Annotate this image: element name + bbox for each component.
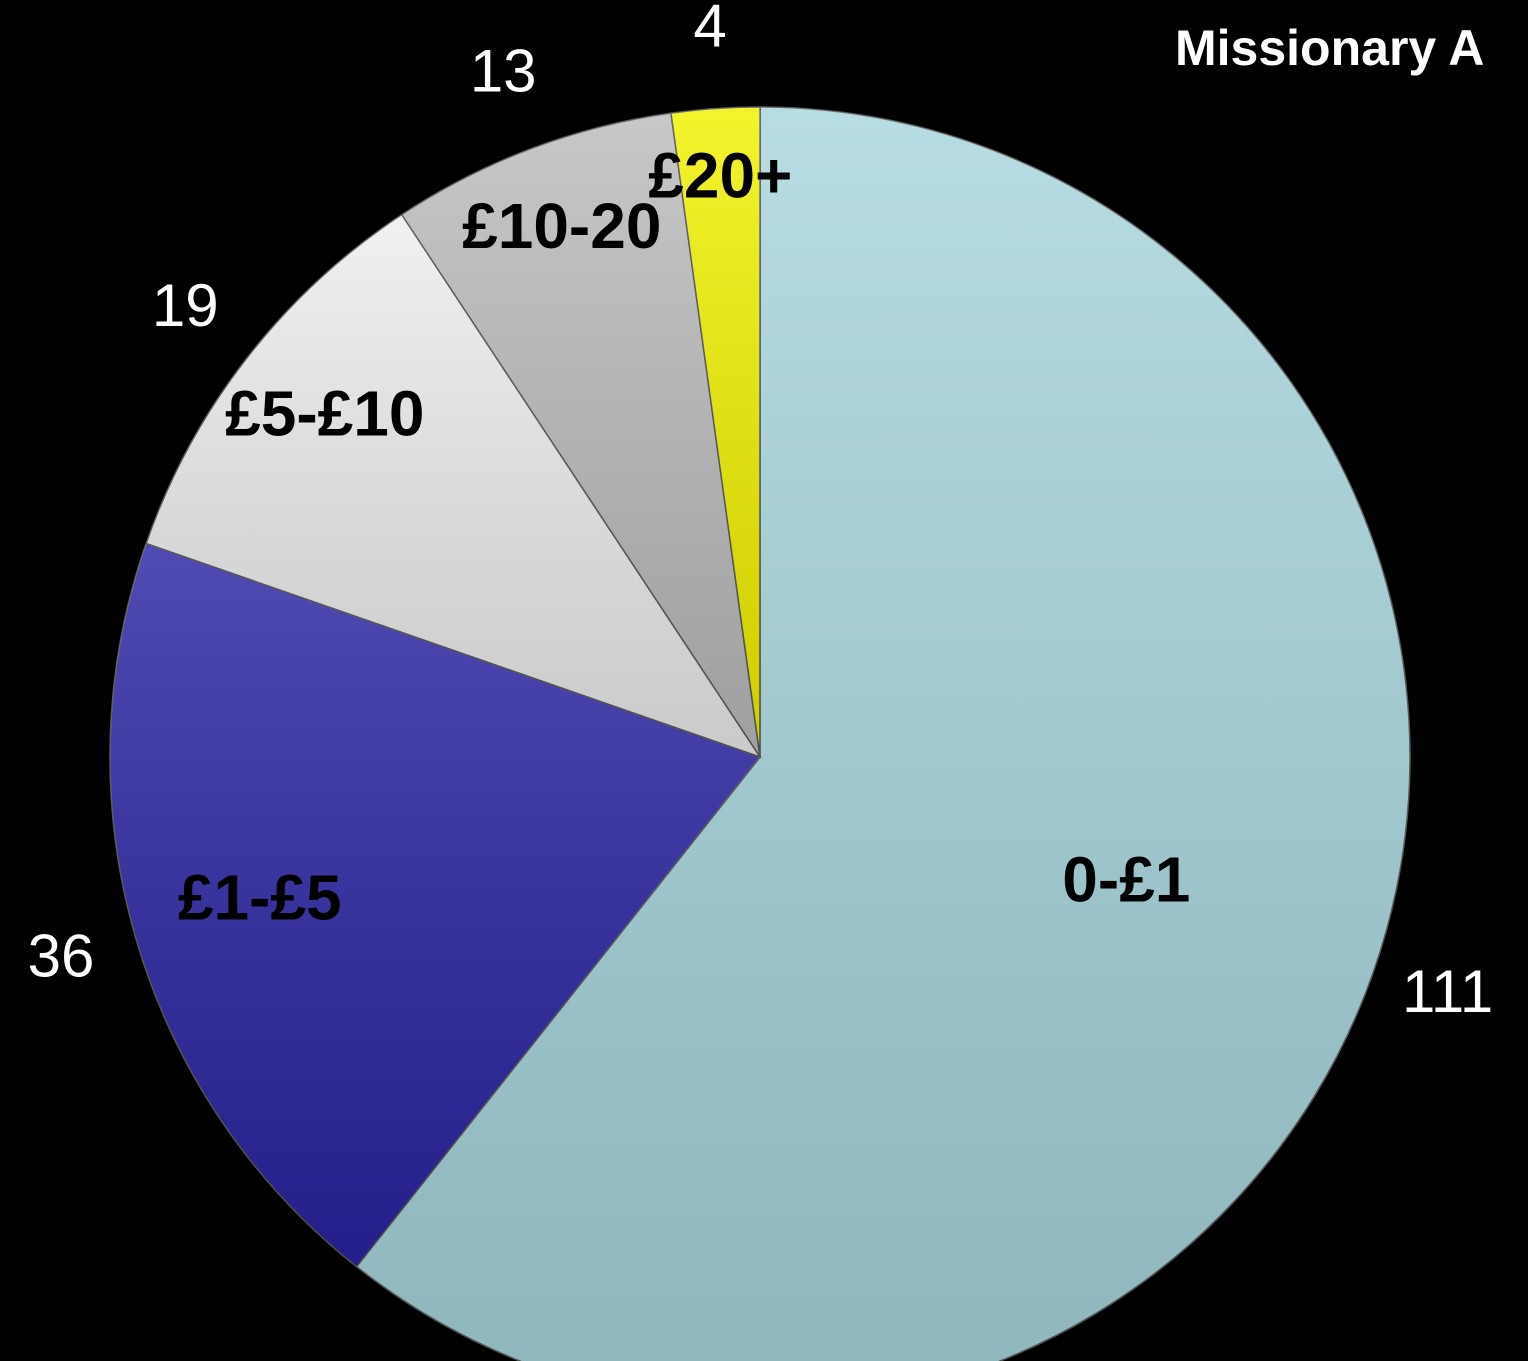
slice-shade	[356, 107, 1410, 1361]
slice-label: £20+	[648, 139, 792, 211]
value-label: 13	[470, 38, 537, 105]
slice-label: £1-£5	[178, 862, 342, 934]
slice-shade	[109, 543, 761, 1267]
value-label: 4	[693, 0, 726, 60]
value-label: 19	[152, 272, 219, 339]
slice-shade	[146, 214, 760, 757]
slice-shade	[671, 107, 760, 757]
value-label: 111	[1402, 958, 1493, 1025]
slice-label: £5-£10	[225, 378, 424, 450]
pie	[109, 106, 1411, 1361]
chart-title: Missionary A	[1175, 20, 1484, 76]
slice-label: £10-20	[462, 190, 661, 262]
value-label: 36	[28, 922, 95, 989]
slice-label: 0-£1	[1062, 843, 1190, 915]
slice-shade	[401, 113, 760, 758]
